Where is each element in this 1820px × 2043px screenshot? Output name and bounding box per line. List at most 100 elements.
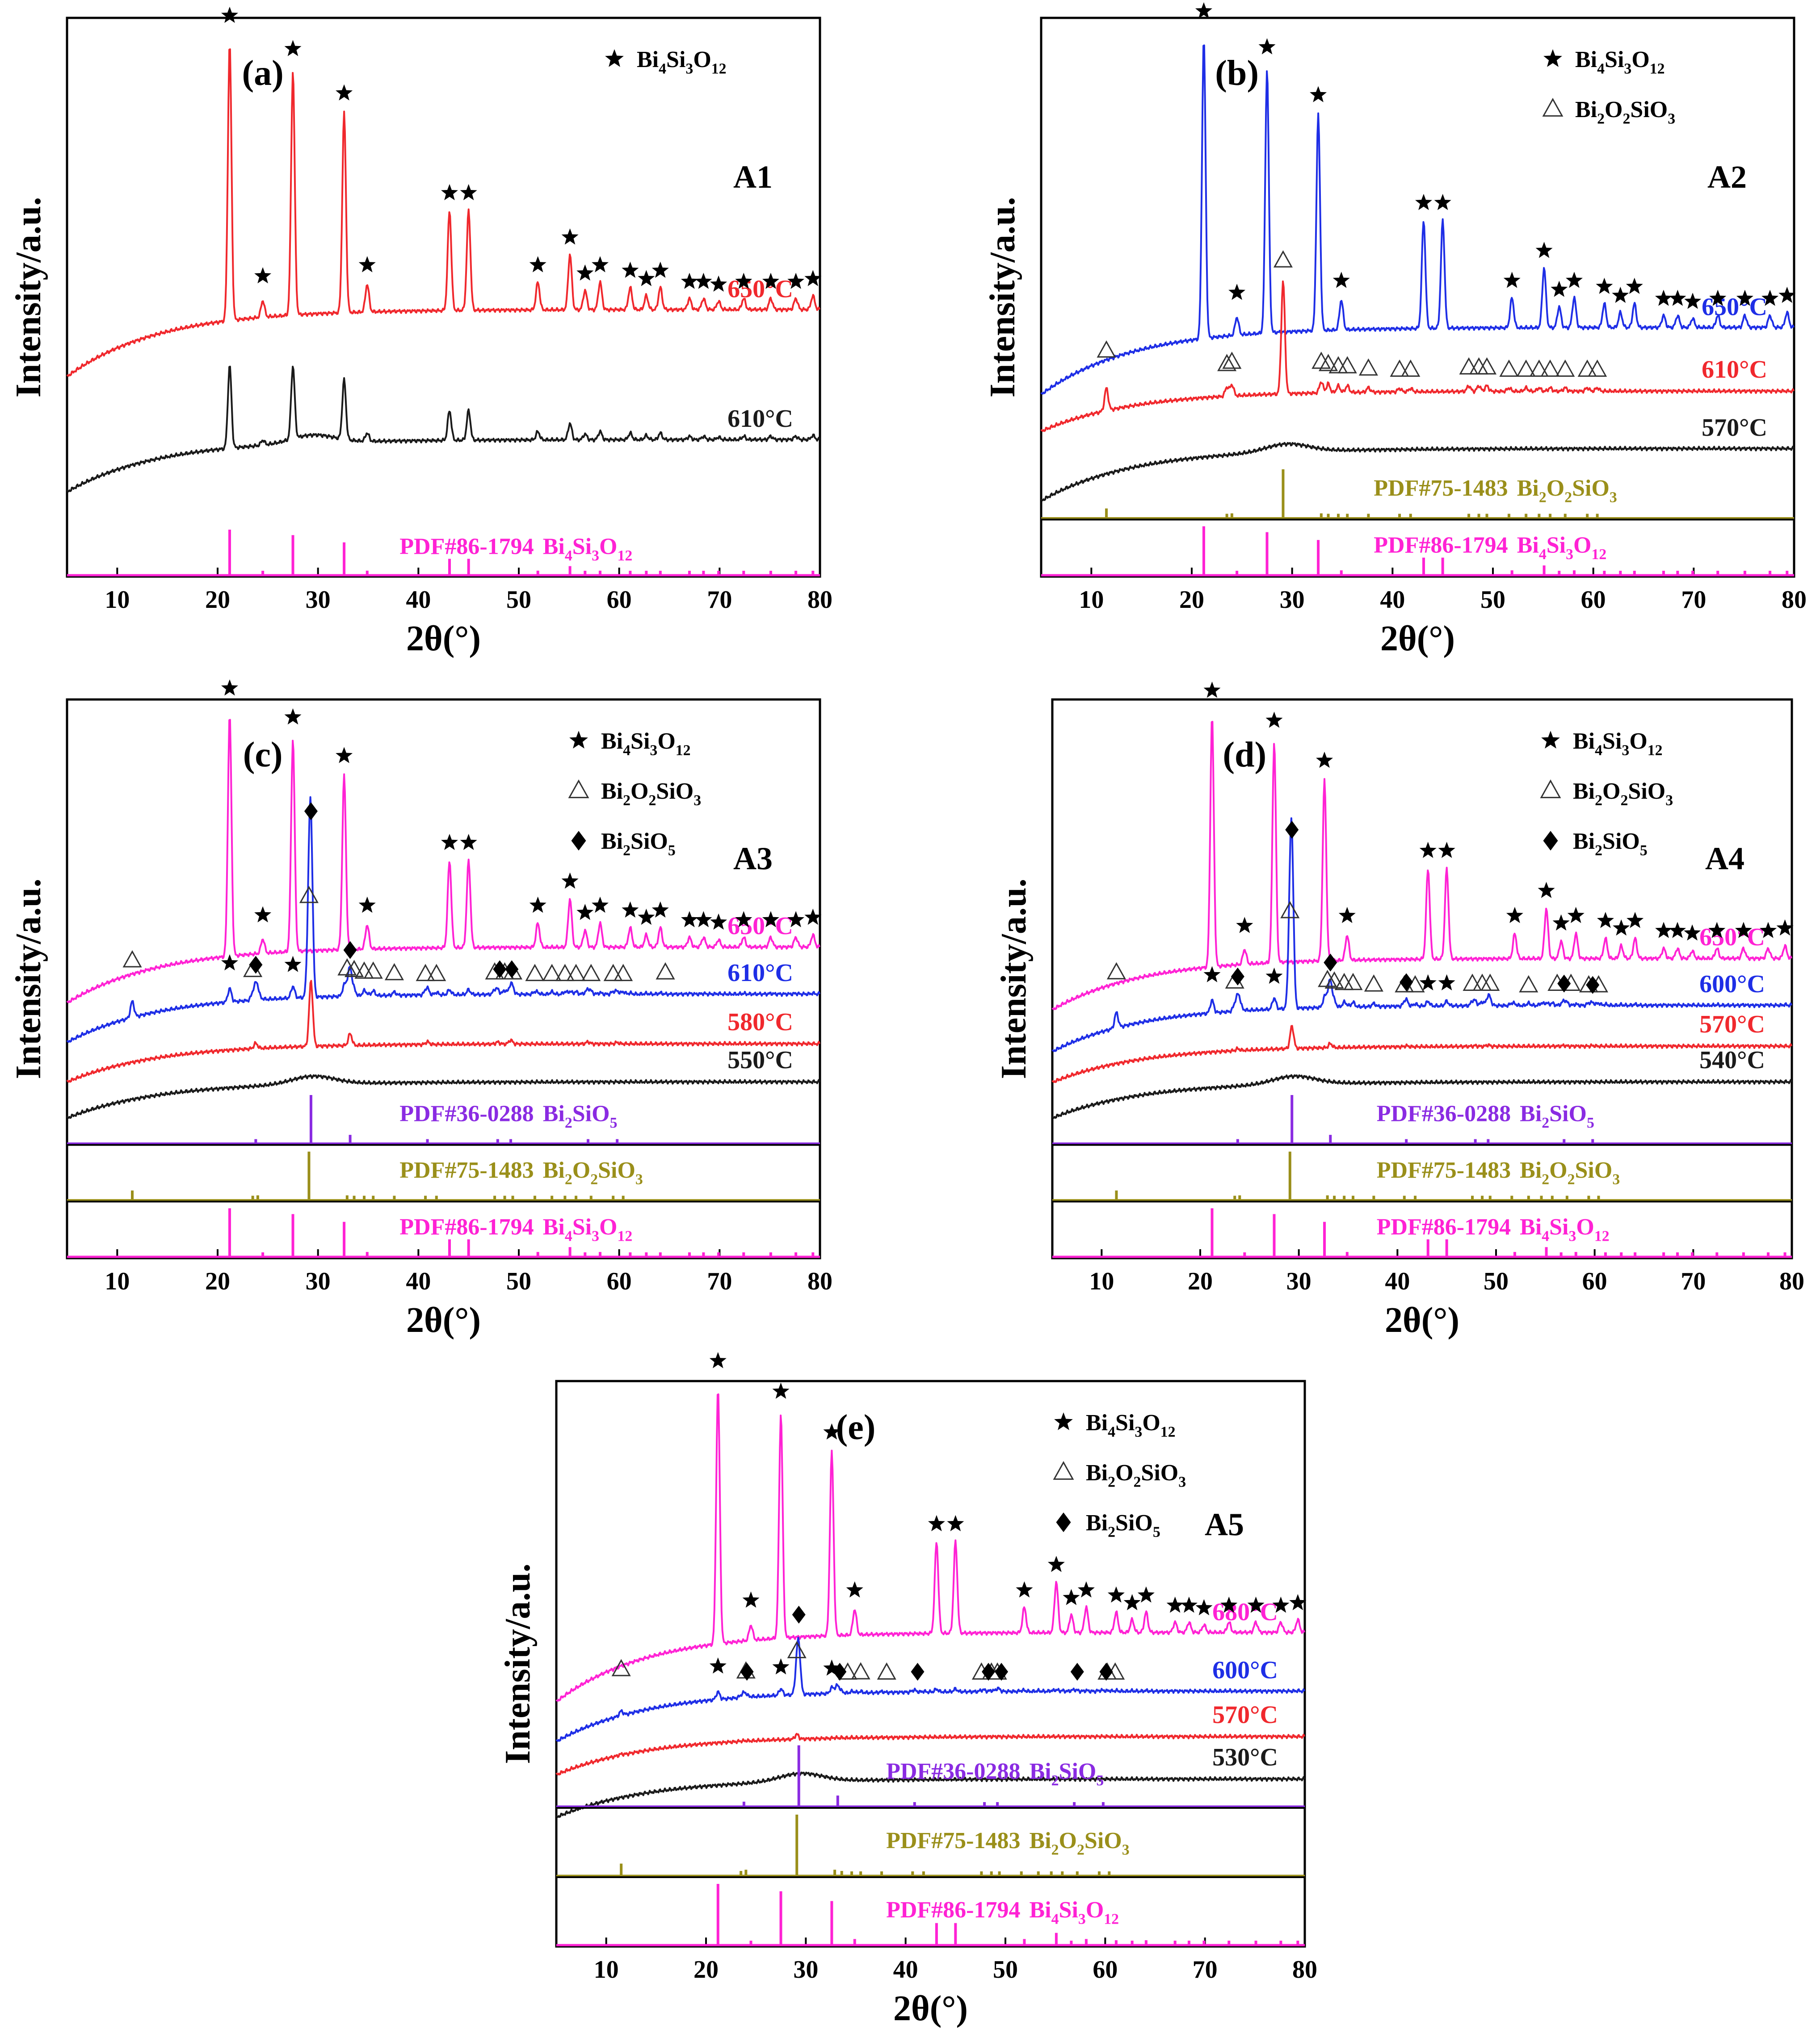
star-marker: [681, 911, 698, 927]
triangle-marker: [354, 961, 374, 979]
star-marker: [1669, 290, 1686, 306]
panel-label: (c): [243, 735, 283, 775]
star-marker: [1541, 731, 1560, 749]
star-marker: [804, 270, 822, 286]
series-label: 580°C: [727, 1008, 793, 1036]
legend-label: Bi2SiO5: [601, 829, 676, 859]
star-marker: [787, 911, 805, 927]
star-marker: [1228, 283, 1246, 300]
ref-label: PDF#75-1483 Bi2O2SiO3: [1377, 1158, 1620, 1188]
legend-label: Bi4Si3O12: [637, 47, 727, 77]
ref-pdf-number: PDF#75-1483: [1374, 476, 1508, 501]
triangle-marker: [614, 964, 633, 981]
star-marker: [1016, 1581, 1033, 1598]
x-tick-label: 80: [807, 586, 832, 614]
ref-formula: Bi2O2SiO3: [543, 1158, 643, 1188]
sample-label: A3: [733, 841, 773, 876]
star-marker: [1709, 290, 1727, 306]
ref-label: PDF#36-0288 Bi2SiO5: [886, 1759, 1104, 1789]
triangle-marker: [1106, 962, 1126, 980]
star-marker: [1258, 38, 1276, 55]
series-label: 570°C: [1702, 414, 1767, 442]
star-marker: [358, 256, 376, 273]
star-marker: [460, 834, 477, 850]
ref-pdf-number: PDF#86-1794: [399, 1214, 534, 1240]
plot-frame: [66, 698, 821, 1259]
triangle-marker: [555, 964, 575, 981]
star-marker: [1316, 751, 1333, 768]
star-marker: [529, 897, 546, 913]
x-tick-label: 20: [205, 1268, 230, 1295]
triangle-marker: [427, 964, 446, 981]
x-tick-label: 10: [1079, 586, 1104, 614]
star-marker: [284, 40, 302, 56]
star-marker: [695, 911, 712, 927]
star-marker: [1655, 290, 1672, 306]
triangle-marker: [1477, 357, 1497, 375]
star-marker: [1047, 1556, 1065, 1572]
y-axis-label: Intensity/a.u.: [983, 197, 1022, 398]
ref-label: PDF#86-1794 Bi4Si3O12: [399, 1214, 632, 1245]
x-axis-label: 2θ(°): [406, 1301, 481, 1340]
star-marker: [652, 901, 669, 918]
x-tick-label: 30: [1286, 1268, 1311, 1295]
star-marker: [221, 679, 238, 696]
panel-a: 10 20 30 40 50 60 70 80 2θ(°) Intensity/a.u. (a) A1…: [9, 7, 832, 658]
sample-label: A5: [1205, 1507, 1244, 1542]
trace-570C: [555, 1733, 1305, 1776]
ref-label: PDF#36-0288 Bi2SiO5: [399, 1101, 617, 1131]
star-marker: [1552, 914, 1570, 931]
star-marker: [928, 1515, 945, 1531]
triangle-marker: [1519, 975, 1538, 993]
x-tick-label: 40: [893, 1956, 918, 1984]
star-marker: [1054, 1412, 1073, 1430]
legend-label: Bi2O2SiO3: [601, 779, 701, 809]
ref-pdf-number: PDF#86-1794: [1374, 532, 1508, 558]
x-tick-label: 60: [607, 586, 632, 614]
star-marker: [254, 267, 272, 283]
triangle-marker: [611, 1659, 631, 1677]
star-marker: [1063, 1589, 1080, 1605]
plot-frame: [66, 17, 821, 578]
legend-label: Bi2SiO5: [1573, 829, 1648, 859]
panel-d: 10 20 30 40 50 60 70 80 2θ(°) Intensity/a.u. (d) A4…: [994, 682, 1804, 1340]
triangle-marker: [581, 964, 601, 981]
x-tick-label: 70: [707, 1268, 732, 1295]
sample-label: A4: [1705, 841, 1744, 876]
trace-570C: [1040, 442, 1795, 501]
triangle-marker: [877, 1662, 896, 1680]
x-tick-label: 40: [406, 1268, 431, 1295]
triangle-marker: [1480, 973, 1500, 991]
star-marker: [1776, 919, 1794, 936]
series-label: 650°C: [1699, 923, 1765, 951]
diamond-marker: [1099, 1663, 1113, 1681]
star-marker: [605, 49, 624, 67]
triangle-marker: [1343, 973, 1363, 990]
ref-formula: Bi4Si3O12: [1030, 1897, 1119, 1928]
star-marker: [823, 1423, 841, 1440]
triangle-marker: [1459, 357, 1479, 375]
series-label: 570°C: [1212, 1701, 1278, 1729]
diamond-marker: [505, 960, 519, 978]
trace-650C: [66, 48, 820, 377]
star-marker: [652, 261, 669, 278]
star-marker: [762, 911, 779, 927]
triangle-marker: [416, 964, 435, 981]
star-marker: [710, 275, 727, 292]
diamond-marker: [1557, 974, 1571, 993]
triangle-marker: [363, 961, 383, 979]
triangle-marker: [1577, 359, 1597, 377]
triangle-marker: [603, 964, 623, 981]
star-marker: [1220, 1596, 1238, 1613]
triangle-marker: [1529, 359, 1549, 377]
star-marker: [1338, 907, 1356, 923]
trace-650C: [1051, 720, 1792, 1011]
star-marker: [622, 901, 639, 918]
star-marker: [561, 228, 579, 245]
star-marker: [221, 7, 238, 23]
triangle-marker: [1542, 97, 1564, 117]
ref-pdf-number: PDF#86-1794: [886, 1897, 1020, 1923]
star-marker: [1597, 912, 1614, 928]
star-marker: [1415, 194, 1432, 210]
trace-600C: [1051, 817, 1792, 1052]
